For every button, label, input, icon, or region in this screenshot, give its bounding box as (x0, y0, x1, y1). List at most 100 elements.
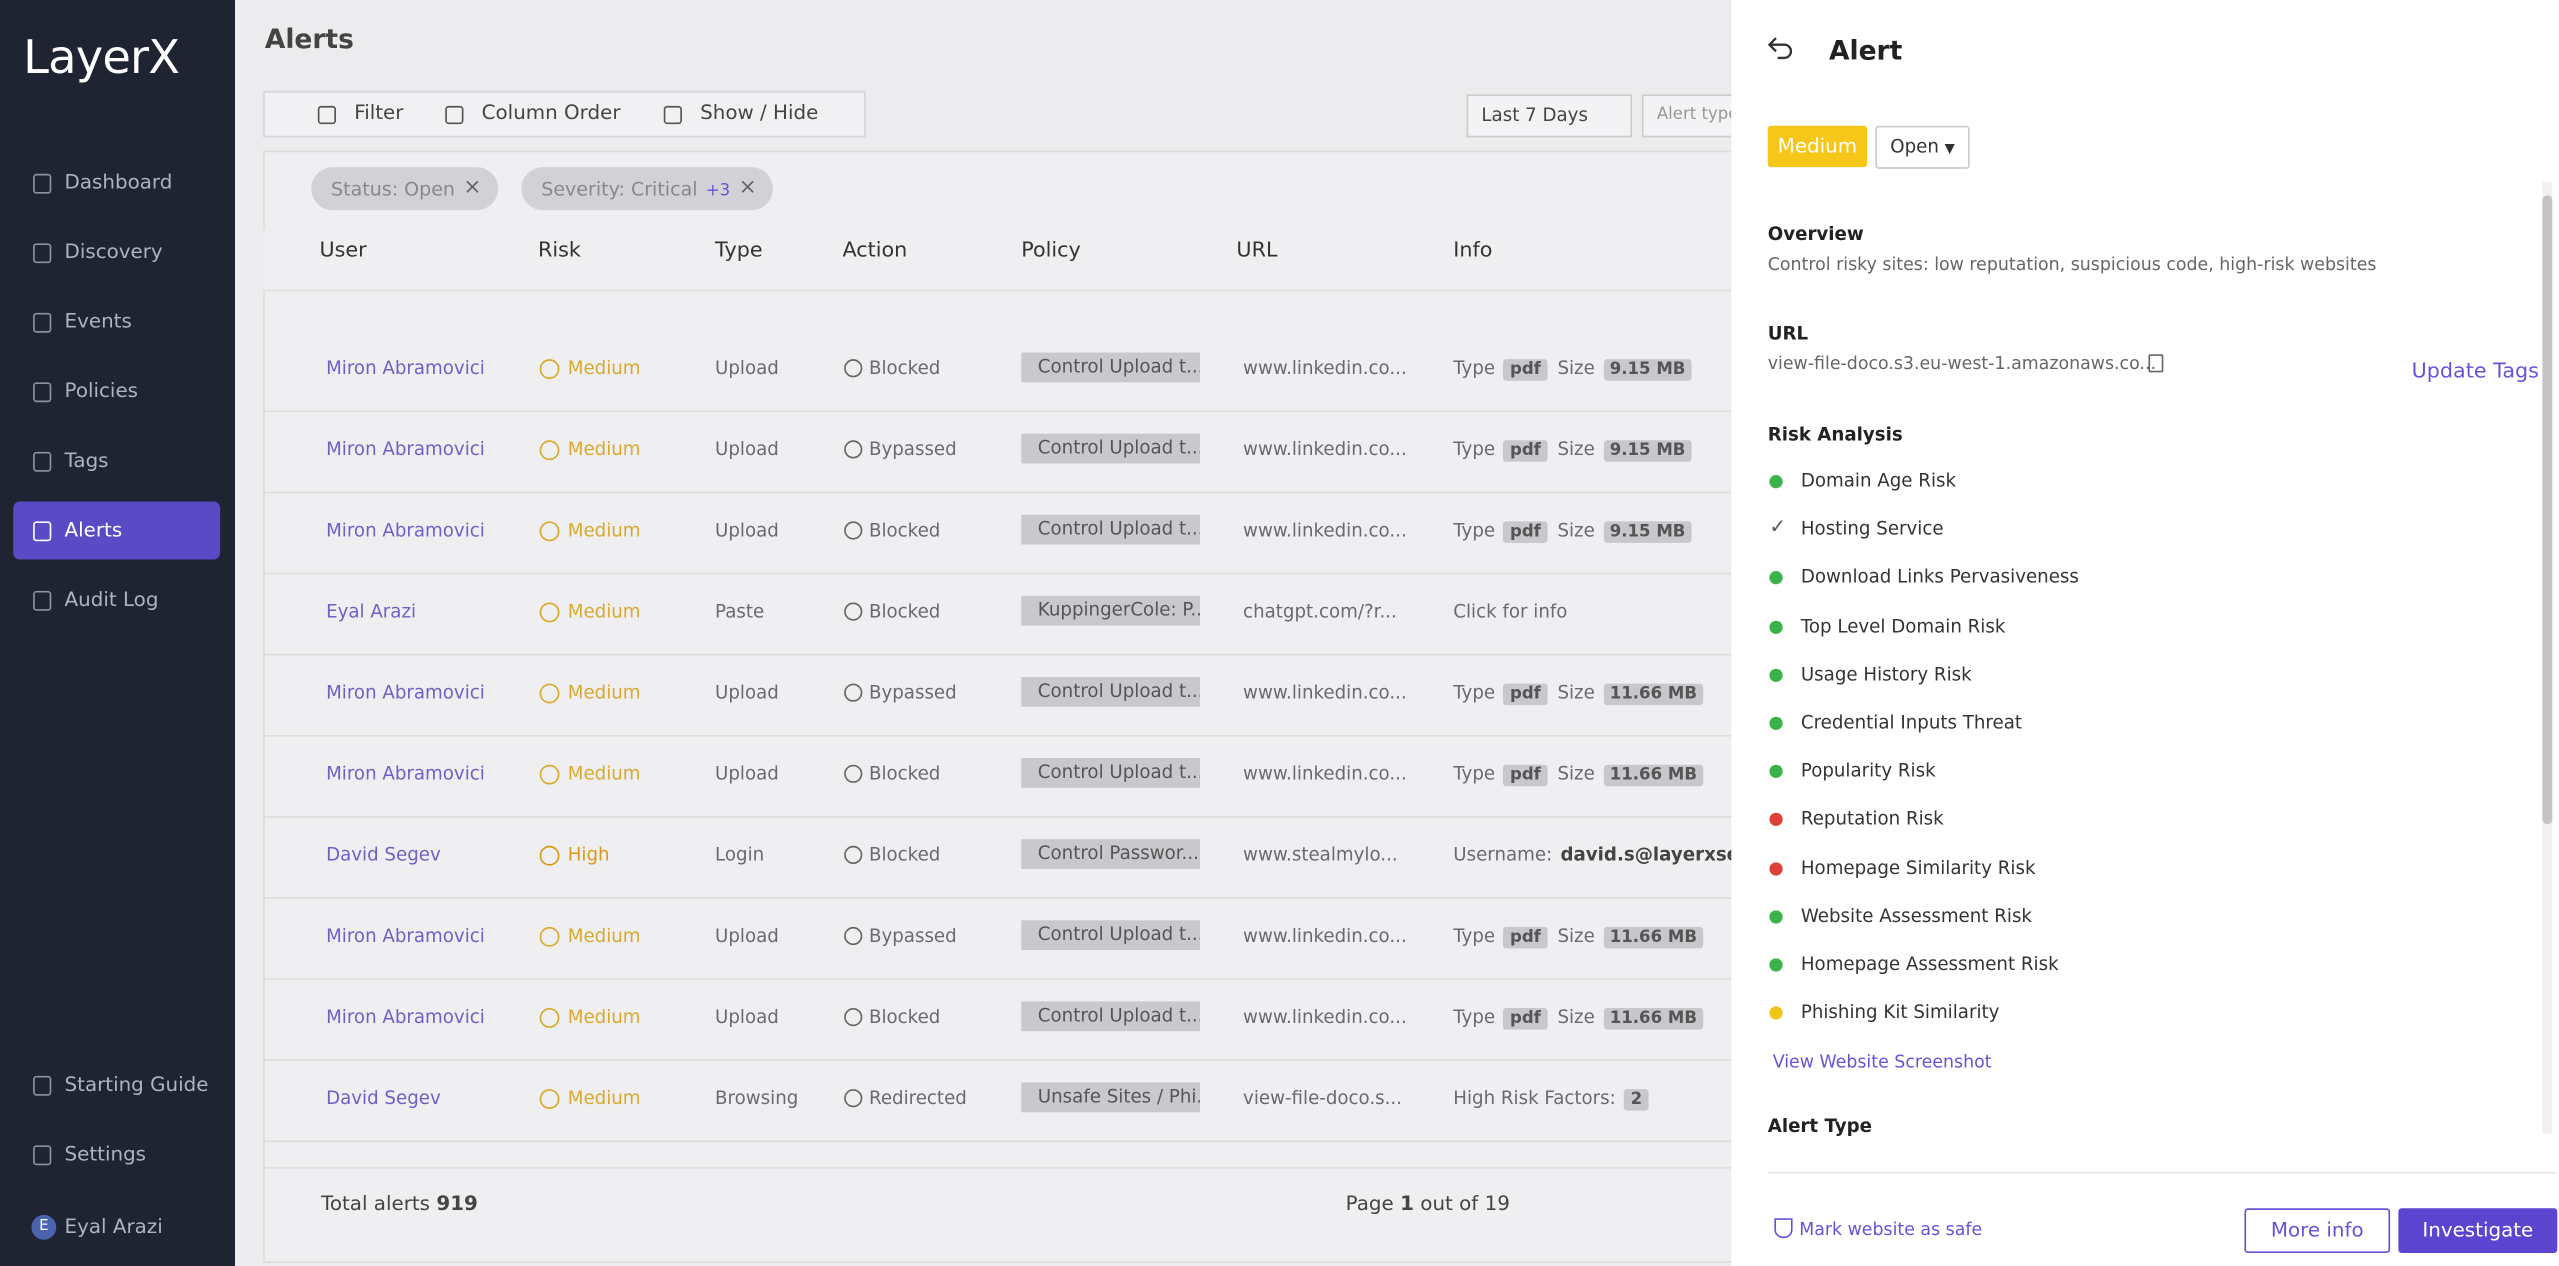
info-chip: pdf (1503, 521, 1548, 543)
nav-item[interactable]: Tags (13, 432, 220, 490)
risk-icon (539, 845, 560, 866)
type: Upload (715, 763, 779, 785)
risk-status (1769, 813, 1783, 827)
risk-label: Medium (567, 1087, 641, 1109)
column-header: Policy (1021, 236, 1081, 262)
nav-item[interactable]: Discovery (13, 223, 220, 281)
nav-item[interactable]: Audit Log (13, 571, 220, 629)
update-tags[interactable]: Update Tags (2411, 357, 2539, 383)
url: www.linkedin.co... (1243, 925, 1407, 947)
toolbar-icon (317, 105, 337, 125)
screenshot-link[interactable]: View Website Screenshot (1772, 1052, 1992, 1073)
user-link[interactable]: David Segev (326, 1087, 441, 1109)
column-header: Risk (537, 236, 581, 262)
risk-status (1769, 716, 1783, 730)
row-divider (263, 734, 1753, 737)
policy-chip: Control Upload t... (1021, 433, 1201, 464)
toolbar-button[interactable]: Filter (354, 100, 404, 125)
nav-label: Audit Log (64, 587, 159, 611)
type: Login (715, 844, 765, 866)
policy-chip: Control Upload t... (1021, 352, 1201, 383)
nav-item[interactable]: Settings (13, 1126, 220, 1184)
row-divider (263, 410, 1753, 413)
url: www.linkedin.co... (1243, 681, 1407, 704)
user-link[interactable]: Eyal Arazi (326, 600, 417, 623)
info: High Risk Factors: 2 (1453, 1087, 1659, 1111)
mark-safe[interactable]: Mark website as safe (1774, 1218, 1982, 1240)
risk-label: Medium (567, 763, 641, 785)
info-text: Type (1453, 681, 1496, 704)
nav-item[interactable]: Alerts (13, 501, 221, 560)
info: Type pdf Size 9.15 MB (1453, 357, 1702, 381)
info-value: david.s@layerxsecurit (1560, 844, 1787, 866)
filter-label: Severity: Critical (541, 177, 698, 201)
info: Click for info (1453, 601, 1575, 623)
date-range[interactable]: Last 7 Days (1466, 94, 1633, 138)
toolbar-button[interactable]: Column Order (481, 100, 621, 125)
filter-label: Status: Open (331, 177, 455, 201)
date-range-label: Last 7 Days (1481, 104, 1588, 126)
user-link[interactable]: Miron Abramovici (326, 519, 485, 542)
user-link[interactable]: Miron Abramovici (326, 1006, 485, 1028)
column-header: Action (842, 236, 908, 262)
user-link[interactable]: Miron Abramovici (326, 925, 485, 947)
nav-label: Tags (64, 448, 109, 472)
divider (1767, 1171, 2556, 1174)
nav-item[interactable]: Starting Guide (13, 1056, 220, 1114)
info-text: Size (1557, 1006, 1595, 1028)
risk-item: Homepage Assessment Risk (1800, 953, 2059, 975)
status-select[interactable]: Open ▼ (1875, 125, 1970, 169)
page-label: Page (1345, 1191, 1394, 1215)
url-title: URL (1767, 322, 1809, 345)
filter-chip[interactable]: Status: Open × (311, 167, 499, 211)
toolbar-button[interactable]: Show / Hide (700, 100, 819, 125)
info-chip: 11.66 MB (1603, 1008, 1704, 1030)
risk-label: Medium (567, 1006, 641, 1028)
total-label: Total alerts (321, 1191, 431, 1215)
info-chip: pdf (1503, 683, 1548, 706)
mark-safe-label: Mark website as safe (1799, 1219, 1983, 1240)
info-text: Username: (1453, 844, 1553, 866)
info-text: Type (1453, 357, 1496, 380)
column-header: Type (715, 236, 763, 262)
column-header: URL (1236, 236, 1278, 262)
copy-icon[interactable] (2148, 354, 2164, 373)
user-link[interactable]: David Segev (326, 844, 441, 866)
nav-item[interactable]: Dashboard (13, 154, 220, 212)
user-link[interactable]: Miron Abramovici (326, 763, 485, 785)
filter-chip[interactable]: Severity: Critical +3 × (521, 167, 774, 211)
risk-item: Website Assessment Risk (1800, 905, 2032, 927)
info: Type pdf Size 11.66 MB (1453, 681, 1713, 706)
info-text: Size (1557, 925, 1595, 947)
type: Upload (715, 925, 779, 947)
info-text: Type (1453, 925, 1496, 947)
info: Type pdf Size 11.66 MB (1453, 1006, 1713, 1030)
investigate-button[interactable]: Investigate (2398, 1208, 2558, 1253)
row-divider (263, 572, 1753, 575)
row-divider (263, 816, 1753, 818)
nav-item[interactable]: Events (13, 293, 220, 351)
filter-close[interactable]: × (463, 175, 482, 201)
back-icon[interactable] (1767, 36, 1794, 60)
risk-status (1769, 861, 1783, 875)
risk-status (1769, 1006, 1783, 1020)
action-icon (844, 440, 863, 459)
info-chip: 2 (1624, 1089, 1649, 1111)
nav-label: Discovery (64, 240, 163, 264)
risk-status (1769, 958, 1783, 972)
info: Type pdf Size 9.15 MB (1453, 439, 1702, 462)
user-link[interactable]: Miron Abramovici (326, 438, 485, 461)
more-info-button[interactable]: More info (2244, 1208, 2391, 1253)
filter-close[interactable]: × (738, 175, 757, 201)
nav-item[interactable]: Policies (13, 362, 220, 420)
info-chip: pdf (1503, 359, 1548, 381)
logo: LayerX (23, 29, 180, 85)
total: Total alerts 919 (321, 1192, 478, 1215)
alert-type-select[interactable]: Alert type (1641, 94, 1745, 138)
info-chip: 9.15 MB (1603, 359, 1693, 381)
action: Blocked (868, 1006, 941, 1028)
user-link[interactable]: Miron Abramovici (326, 357, 485, 380)
user-link[interactable]: Miron Abramovici (326, 681, 485, 704)
info-chip: 11.66 MB (1603, 764, 1704, 787)
column-header: Info (1453, 236, 1493, 262)
